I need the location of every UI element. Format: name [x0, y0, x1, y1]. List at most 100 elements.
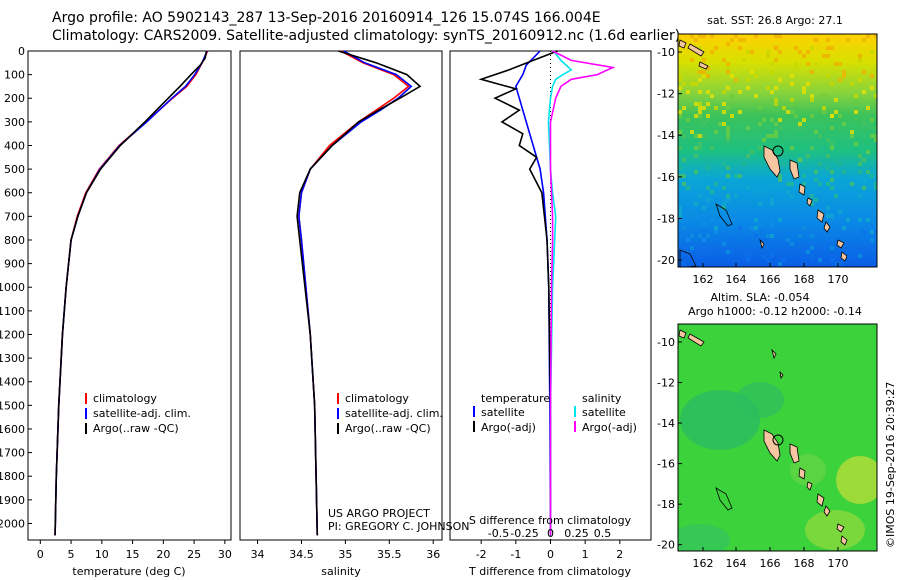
plot-title-line1: Argo profile: AO 5902143_287 13-Sep-2016…: [52, 10, 601, 26]
map-y-tick-label: -18: [657, 498, 675, 511]
sst-map-frame: [677, 33, 878, 268]
x-tick-label: 30: [218, 548, 232, 561]
map-y-tick-label: -18: [657, 212, 675, 225]
series-temperature-argo-adj-: [478, 50, 558, 536]
y-tick-label: 1300: [0, 352, 25, 365]
y-tick-label: 300: [4, 116, 25, 129]
s-tick-label: 0: [547, 527, 554, 540]
y-tick-label: 900: [4, 258, 25, 271]
y-tick-label: 1800: [0, 470, 25, 483]
sla-map: Altim. SLA: -0.054 Argo h1000: -0.12 h20…: [657, 291, 878, 570]
temperature-xlabel: temperature (deg C): [72, 565, 185, 578]
legend-argo: Argo(..raw -QC): [93, 422, 179, 435]
map-y-tick-label: -16: [657, 458, 675, 471]
map-y-tick-label: -10: [657, 46, 675, 59]
legend-satellite-adj: satellite-adj. clim.: [345, 407, 443, 420]
x-tick-label: 2: [616, 548, 623, 561]
salinity-axes: [239, 50, 443, 541]
series-argo-raw-qc-: [54, 50, 208, 536]
sla-islands: [678, 329, 848, 546]
legend-s-argo: Argo(-adj): [582, 421, 637, 434]
series-salinity-satellite: [547, 50, 573, 536]
sla-map-frame: [677, 323, 878, 552]
x-tick-label: 34.5: [289, 548, 314, 561]
s-tick-label: -0.25: [510, 527, 538, 540]
y-tick-label: 0: [18, 45, 25, 58]
x-tick-label: 10: [95, 548, 109, 561]
x-tick-label: 0: [547, 548, 554, 561]
y-tick-label: 500: [4, 163, 25, 176]
map-y-tick-label: -12: [657, 377, 675, 390]
map-y-tick-label: -10: [657, 336, 675, 349]
legend-t-argo: Argo(-adj): [481, 421, 536, 434]
legend-climatology: climatology: [345, 392, 409, 405]
s-tick-label: 0.25: [564, 527, 589, 540]
x-tick-label: 25: [187, 548, 201, 561]
legend-argo: Argo(..raw -QC): [345, 422, 431, 435]
legend-salinity-header: salinity: [582, 392, 622, 405]
x-tick-label: 36: [426, 548, 440, 561]
series-temperature-satellite: [514, 50, 552, 536]
map-x-tick-label: 162: [693, 557, 714, 570]
y-tick-label: 800: [4, 234, 25, 247]
sst-map-title: sat. SST: 26.8 Argo: 27.1: [707, 14, 843, 27]
series-satellite-adj-clim-: [54, 50, 208, 536]
temperature-panel: 0 5 10 15 20 25 30 0 100 200 300 400 500 600 700 800 90…: [0, 45, 232, 578]
x-tick-label: 1: [582, 548, 589, 561]
difference-panel: -2 -1 0 1 2 -0.5 -0.25 0 0.25 0.5 S difference f…: [449, 50, 652, 578]
s-tick-label: 0.5: [594, 527, 612, 540]
map-x-tick-label: 170: [828, 557, 849, 570]
x-tick-label: 35.5: [377, 548, 402, 561]
y-tick-label: 600: [4, 187, 25, 200]
legend-climatology: climatology: [93, 392, 157, 405]
y-tick-label: 1600: [0, 423, 25, 436]
imos-credit: ©IMOS 19-Sep-2016 20:39:27: [884, 382, 897, 548]
y-tick-label: 1700: [0, 447, 25, 460]
sst-map: sat. SST: 26.8 Argo: 27.1: [657, 14, 878, 286]
x-tick-label: -2: [476, 548, 487, 561]
map-x-tick-label: 170: [828, 273, 849, 286]
legend-satellite-adj: satellite-adj. clim.: [93, 407, 191, 420]
series-argo-raw-qc-: [296, 50, 422, 536]
argo-location-marker: [772, 145, 784, 157]
difference-legend: temperature salinity satellite Argo(-adj…: [473, 392, 637, 434]
y-tick-label: 2000: [0, 517, 25, 530]
sla-map-title: Altim. SLA: -0.054: [710, 291, 809, 304]
plot-title-line2: Climatology: CARS2009. Satellite-adjuste…: [52, 28, 681, 44]
y-tick-label: 1900: [0, 494, 25, 507]
y-tick-label: 1000: [0, 281, 25, 294]
map-x-tick-label: 162: [693, 273, 714, 286]
project-label: US ARGO PROJECT: [328, 507, 430, 520]
temperature-legend: climatology satellite-adj. clim. Argo(..…: [85, 392, 191, 435]
legend-temperature-header: temperature: [481, 392, 550, 405]
legend-t-satellite: satellite: [481, 406, 525, 419]
salinity-xlabel: salinity: [321, 565, 361, 578]
argo-location-marker: [772, 434, 784, 446]
map-x-tick-label: 166: [760, 273, 781, 286]
map-x-tick-label: 168: [794, 273, 815, 286]
pi-label: PI: GREGORY C. JOHNSON: [328, 520, 469, 533]
salinity-panel: 34 34.5 35 35.5 36 salinity climatology sate…: [239, 50, 469, 578]
islands: [678, 39, 848, 267]
series-salinity-argo-adj-: [549, 50, 616, 536]
x-tick-label: 20: [156, 548, 170, 561]
x-tick-label: 34: [251, 548, 265, 561]
map-x-tick-label: 166: [760, 557, 781, 570]
map-y-tick-label: -14: [657, 129, 675, 142]
x-tick-label: 35: [338, 548, 352, 561]
s-difference-xlabel: S difference from climatology: [469, 514, 632, 527]
x-tick-label: 5: [68, 548, 75, 561]
sla-map-subtitle: Argo h1000: -0.12 h2000: -0.14: [688, 305, 862, 318]
x-tick-label: -1: [510, 548, 521, 561]
y-tick-label: 200: [4, 92, 25, 105]
temperature-axes: [27, 50, 232, 541]
map-y-tick-label: -20: [657, 254, 675, 267]
map-y-tick-label: -14: [657, 417, 675, 430]
map-y-tick-label: -12: [657, 88, 675, 101]
map-y-tick-label: -16: [657, 171, 675, 184]
salinity-legend: climatology satellite-adj. clim. Argo(..…: [337, 392, 443, 435]
y-tick-label: 100: [4, 69, 25, 82]
map-x-tick-label: 168: [794, 557, 815, 570]
legend-s-satellite: satellite: [582, 406, 626, 419]
